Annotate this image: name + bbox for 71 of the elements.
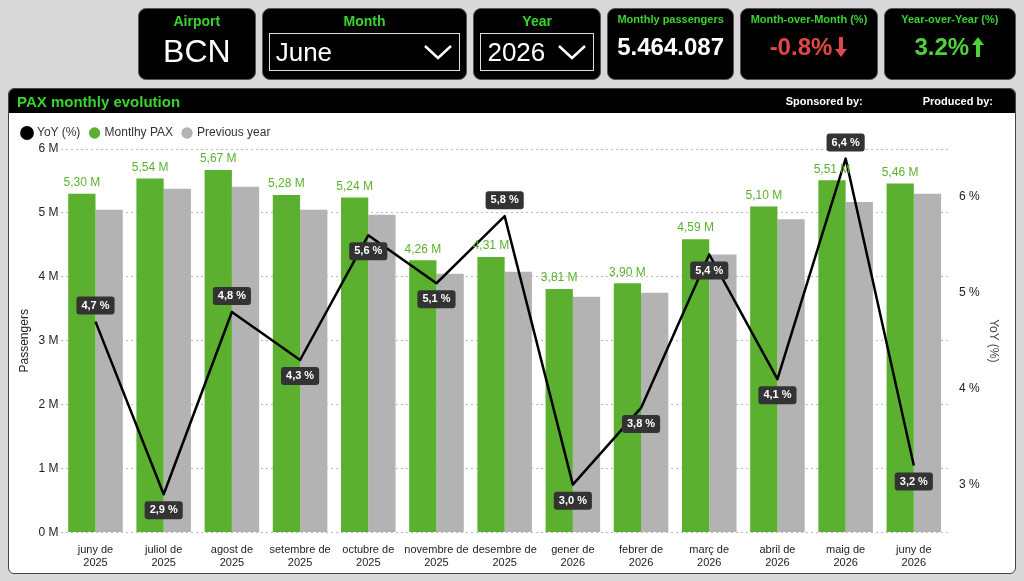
data-label: 5,8 %: [490, 193, 519, 206]
y2-axis-title: YoY (%): [987, 319, 1002, 363]
legend-label: Previous year: [197, 125, 271, 140]
data-label: 5,6 %: [354, 244, 383, 257]
bar: [818, 180, 846, 533]
y-tick-label: 0 M: [38, 524, 59, 539]
text: BCN: [163, 33, 231, 70]
y2-tick-label: 3 %: [958, 476, 980, 491]
y2-tick-label: 4 %: [958, 381, 980, 396]
y-axis-title: Passengers: [16, 309, 31, 373]
data-label: 5,24 M: [336, 178, 373, 193]
text: Month-over-Month (%): [750, 13, 868, 25]
text: Year-over-Year (%): [901, 13, 999, 25]
text: 5.464.087: [617, 33, 725, 61]
text: Month: [343, 13, 386, 29]
dropdown-field: 2026: [480, 33, 594, 71]
data-label: 5,1 %: [422, 292, 451, 305]
data-label: 4,3 %: [286, 369, 315, 382]
chart-title: PAX monthly evolution: [17, 92, 182, 110]
y2-tick-label: 5 %: [958, 285, 980, 300]
dropdown-field: June: [268, 33, 461, 71]
text: Monthly passengers: [617, 13, 724, 25]
x-tick-label: juliol de 2025: [144, 543, 183, 569]
legend-label: YoY (%): [37, 125, 81, 140]
x-tick-label: juny de 2025: [76, 543, 114, 569]
x-tick-label: abril de 2026: [759, 543, 796, 569]
y-tick-label: 3 M: [38, 333, 59, 348]
data-label: 5,51 M: [813, 161, 851, 176]
data-label: 5,67 M: [199, 151, 237, 166]
x-tick-label: gener de 2026: [551, 543, 595, 569]
data-label: 3,90 M: [609, 264, 646, 279]
data-label: 3,8 %: [626, 416, 656, 429]
data-label: 3,81 M: [540, 270, 578, 285]
data-label: 4,59 M: [677, 220, 714, 235]
data-label: 4,7 %: [81, 298, 110, 311]
data-label: 6,4 %: [831, 135, 860, 148]
data-label: 4,26 M: [404, 241, 442, 256]
bar: [477, 257, 505, 533]
x-tick-label: agost de 2025: [210, 543, 253, 569]
data-label: 3,2 %: [899, 474, 929, 487]
x-tick-label: febrer de 2026: [619, 543, 664, 569]
y-tick-label: 1 M: [38, 460, 59, 475]
x-tick-label: desembre de 2025: [472, 543, 537, 569]
x-tick-label: juny de 2026: [895, 543, 932, 569]
y-tick-label: 6 M: [38, 141, 59, 156]
y-tick-label: 2 M: [38, 397, 59, 412]
x-tick-label: novembre de 2025: [404, 543, 469, 569]
y-tick-label: 5 M: [38, 205, 59, 220]
text: Year: [522, 13, 552, 29]
data-label: 4,1 %: [763, 388, 792, 401]
text: Produced by:: [922, 95, 993, 107]
text: Sponsored by:: [785, 95, 863, 107]
data-label: 5,54 M: [131, 159, 169, 174]
x-tick-label: març de 2026: [689, 543, 730, 569]
data-label: 3,0 %: [558, 493, 588, 506]
x-tick-label: octubre de 2025: [342, 543, 395, 569]
x-tick-label: maig de 2026: [826, 543, 866, 569]
data-label: 5,4 %: [695, 263, 724, 276]
data-label: 4,8 %: [217, 289, 247, 302]
y2-tick-label: 6 %: [958, 189, 980, 204]
data-label: 5,46 M: [881, 164, 919, 179]
data-label: 5,10 M: [745, 187, 783, 202]
text: -0.8%: [769, 33, 833, 61]
text: 3.2%: [914, 33, 970, 61]
legend-label: Montlhy PAX: [104, 125, 174, 140]
y-tick-label: 4 M: [38, 269, 59, 284]
x-tick-label: setembre de 2025: [269, 543, 331, 569]
data-label: 5,30 M: [63, 175, 101, 190]
text: Airport: [173, 13, 221, 29]
data-label: 5,28 M: [268, 176, 305, 191]
data-label: 2,9 %: [149, 503, 178, 516]
